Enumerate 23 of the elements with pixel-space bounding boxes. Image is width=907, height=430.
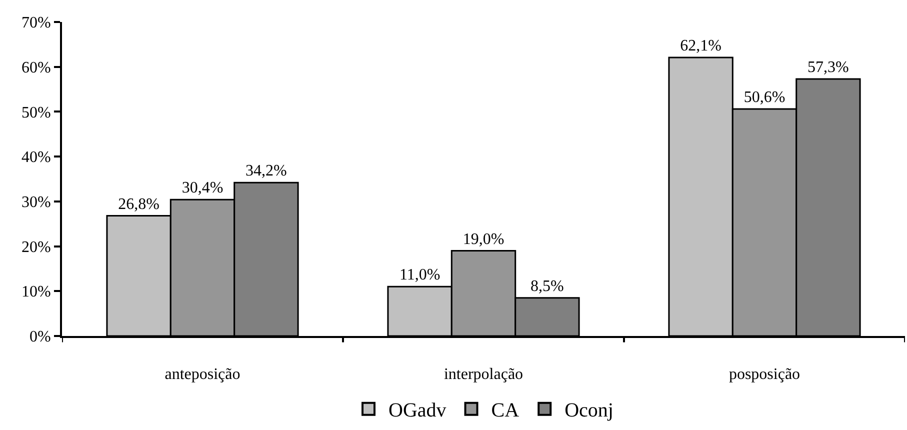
- y-tick-label: 0%: [29, 328, 51, 346]
- data-label: 50,6%: [744, 89, 786, 106]
- data-label: 26,8%: [118, 196, 160, 213]
- y-tick-label: 20%: [21, 238, 51, 256]
- legend-label: Oconj: [564, 400, 614, 422]
- y-tick-label: 30%: [21, 194, 51, 212]
- legend-label: OGadv: [388, 400, 446, 422]
- data-label: 30,4%: [182, 180, 224, 197]
- data-label: 19,0%: [462, 230, 504, 248]
- y-tick-label: 60%: [21, 59, 51, 76]
- x-tick-label: anteposição: [164, 366, 240, 384]
- y-tick-label: 10%: [21, 284, 51, 301]
- x-tick-label: posposição: [728, 366, 800, 384]
- data-label: 11,0%: [399, 266, 440, 284]
- legend-label: CA: [491, 400, 520, 422]
- y-tick-label: 50%: [21, 104, 51, 122]
- data-label: 8,5%: [530, 278, 564, 295]
- x-tick-label: interpolação: [444, 366, 524, 384]
- y-tick-label: 40%: [21, 149, 51, 166]
- data-label: 57,3%: [808, 58, 849, 76]
- data-label: 62,1%: [680, 37, 722, 54]
- y-tick-label: 70%: [21, 14, 51, 32]
- data-label: 34,2%: [246, 162, 287, 180]
